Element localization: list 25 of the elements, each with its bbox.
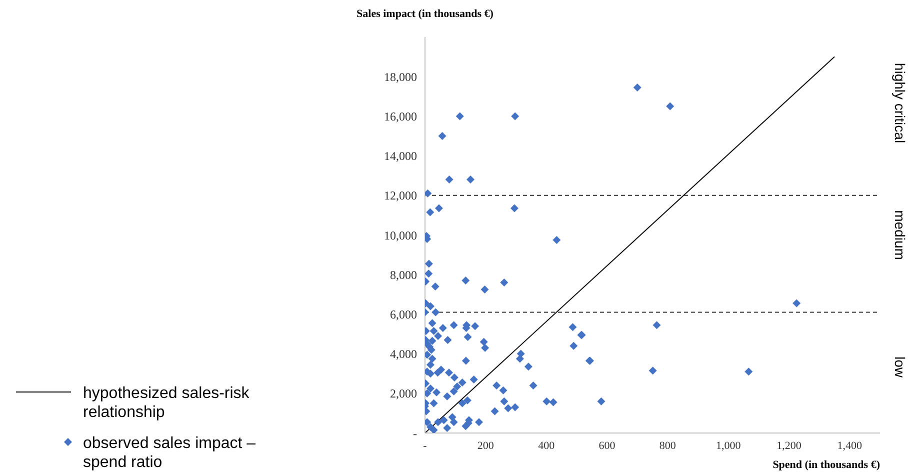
- y-tick-label: 8,000: [390, 268, 417, 282]
- x-tick-label: -: [423, 440, 428, 452]
- y-tick-label: 4,000: [390, 347, 417, 362]
- x-tick-label: 1,200: [776, 440, 802, 452]
- x-tick-label: 1,000: [716, 440, 742, 452]
- text: low: [892, 356, 908, 378]
- y-tick-label: 12,000: [384, 188, 417, 203]
- y-tick-label: 14,000: [384, 149, 417, 164]
- x-tick-label: 400: [538, 440, 556, 452]
- x-tick-label: 600: [598, 440, 616, 452]
- x-tick-label: 1,400: [837, 440, 863, 452]
- legend-label: observed sales impact – spend ratio: [83, 434, 257, 472]
- text: highly critical: [892, 62, 908, 144]
- text: medium: [892, 210, 908, 260]
- y-tick-label: 10,000: [384, 228, 417, 242]
- y-tick-label: -: [413, 426, 417, 440]
- x-axis-title: Spend (in thousands €): [772, 459, 880, 471]
- legend-label: hypothesized sales-risk relationship: [83, 384, 250, 422]
- y-tick-label: 2,000: [390, 386, 417, 401]
- x-tick-label: 200: [477, 440, 494, 452]
- y-axis-title: Sales impact (in thousands €): [356, 8, 494, 20]
- y-tick-label: 16,000: [384, 109, 417, 124]
- y-tick-label: 6,000: [390, 307, 417, 322]
- x-tick-label: 800: [659, 440, 676, 452]
- y-tick-label: 18,000: [384, 70, 417, 84]
